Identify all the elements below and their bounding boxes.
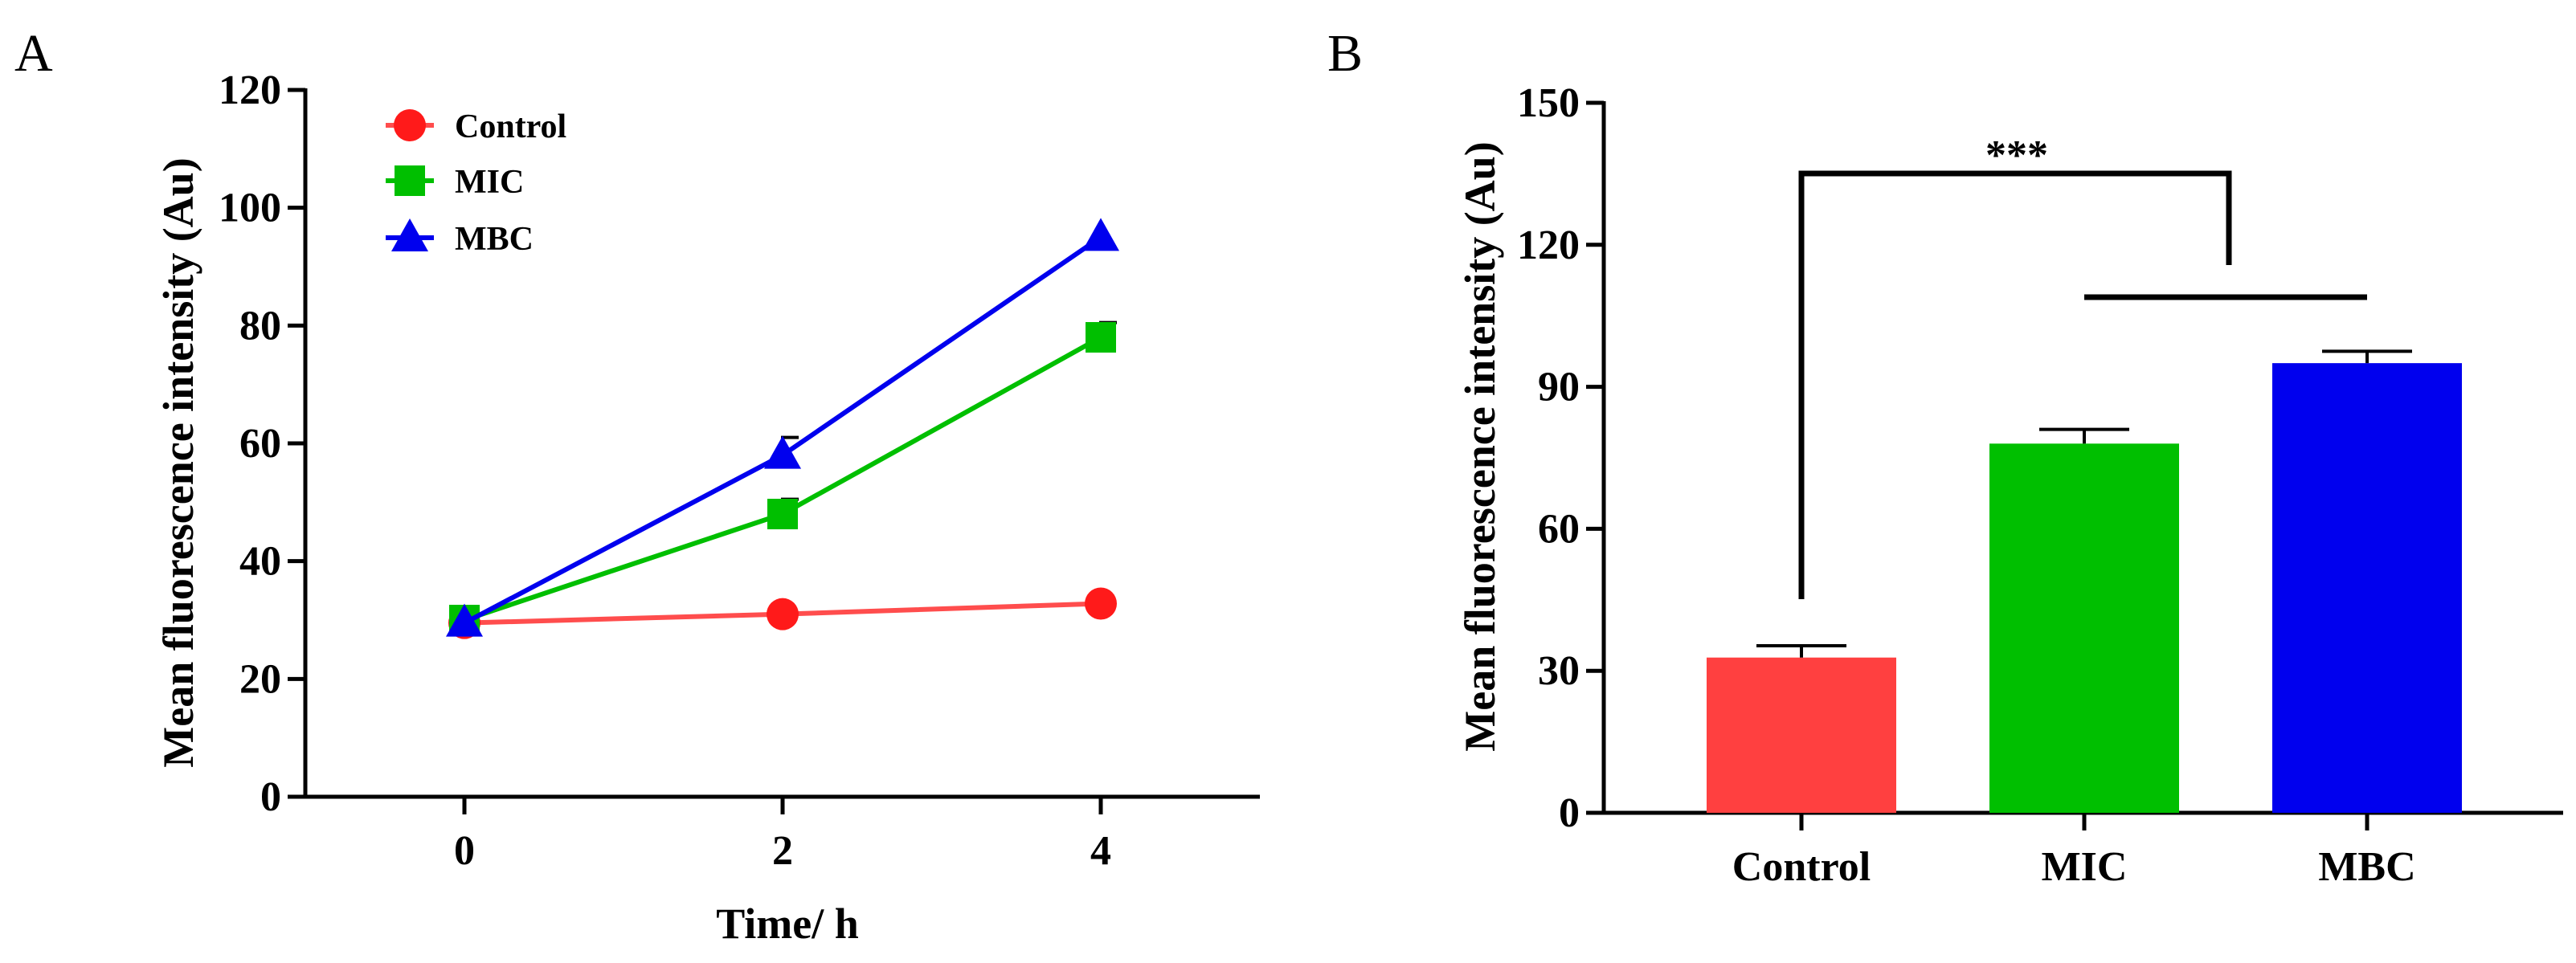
panel-b-significance: *** bbox=[1798, 133, 2367, 599]
panel-a: A 0 20 40 60 80 100 120 0 2 4 Control MIC MBC Mean… bbox=[14, 24, 1260, 948]
panel-a-y-tick-label: 0 bbox=[260, 774, 281, 820]
panel-b-y-tick-label: 30 bbox=[1538, 648, 1580, 694]
panel-a-y-tick-label: 40 bbox=[239, 539, 281, 585]
panel-a-y-tick-label: 80 bbox=[239, 303, 281, 349]
panel-b-y-tick-label: 90 bbox=[1538, 365, 1580, 410]
significance-bracket bbox=[1798, 170, 2232, 599]
panel-a-x-ticks: 0 2 4 bbox=[454, 797, 1111, 874]
bar-control-group bbox=[1707, 643, 1896, 813]
series-mbc-point bbox=[446, 603, 483, 637]
panel-a-y-tick-label: 100 bbox=[219, 186, 281, 231]
bar-mbc bbox=[2272, 363, 2462, 814]
legend-control-label: Control bbox=[455, 108, 566, 145]
series-control bbox=[448, 587, 1117, 639]
series-mic bbox=[449, 320, 1117, 635]
panel-b-letter: B bbox=[1327, 24, 1363, 83]
panel-b-x-tick-label: MIC bbox=[2042, 844, 2128, 890]
panel-b: B 0 30 60 90 120 150 Control MIC MBC *** Mean f… bbox=[1327, 24, 2563, 890]
panel-a-x-axis-title: Time/ h bbox=[716, 900, 859, 948]
series-mbc-point bbox=[764, 435, 801, 469]
panel-a-y-ticks: 0 20 40 60 80 100 120 bbox=[219, 67, 305, 820]
bar-mbc-group bbox=[2272, 349, 2462, 814]
panel-a-letter: A bbox=[14, 24, 53, 83]
panel-b-x-tick-label: MBC bbox=[2318, 844, 2415, 890]
series-control-point bbox=[1085, 587, 1117, 620]
legend-mic-label: MIC bbox=[455, 164, 524, 201]
panel-a-x-tick-label: 4 bbox=[1090, 828, 1111, 874]
bar-mic-group bbox=[1989, 427, 2179, 813]
panel-a-x-tick-label: 0 bbox=[454, 828, 475, 874]
panel-b-y-ticks: 0 30 60 90 120 150 bbox=[1517, 80, 1604, 836]
panel-b-y-tick-label: 150 bbox=[1517, 80, 1580, 126]
panel-a-y-tick-label: 60 bbox=[239, 421, 281, 467]
panel-b-y-axis-title: Mean fluorescence intensity (Au) bbox=[1456, 141, 1504, 751]
panel-b-y-tick-label: 0 bbox=[1559, 790, 1580, 836]
bar-mic bbox=[1989, 443, 2179, 813]
panel-b-bars bbox=[1707, 349, 2462, 814]
panel-a-series bbox=[446, 218, 1119, 639]
panel-b-x-ticks: Control MIC MBC bbox=[1732, 813, 2416, 890]
series-mbc-line bbox=[463, 235, 1102, 626]
legend-mic-marker bbox=[395, 165, 425, 196]
bar-control bbox=[1707, 657, 1896, 813]
series-control-point bbox=[767, 598, 799, 630]
series-mic-line bbox=[464, 335, 1102, 622]
panel-b-x-tick-label: Control bbox=[1732, 844, 1871, 890]
legend-mbc-label: MBC bbox=[455, 221, 534, 258]
panel-a-y-tick-label: 20 bbox=[239, 656, 281, 702]
panel-a-y-tick-label: 120 bbox=[219, 67, 281, 113]
legend-control-marker bbox=[394, 109, 426, 141]
panel-a-y-axis-title: Mean fluorescence intensity (Au) bbox=[154, 157, 202, 767]
panel-a-x-tick-label: 2 bbox=[772, 828, 793, 874]
panel-b-y-tick-label: 120 bbox=[1517, 222, 1580, 268]
series-mic-point bbox=[767, 499, 798, 529]
series-mbc-point bbox=[1082, 218, 1119, 251]
panel-a-legend: Control MIC MBC bbox=[386, 108, 566, 258]
series-mbc bbox=[446, 218, 1119, 637]
series-mic-point bbox=[1086, 322, 1116, 353]
panel-b-y-tick-label: 60 bbox=[1538, 506, 1580, 552]
legend-mbc-marker bbox=[391, 218, 428, 251]
